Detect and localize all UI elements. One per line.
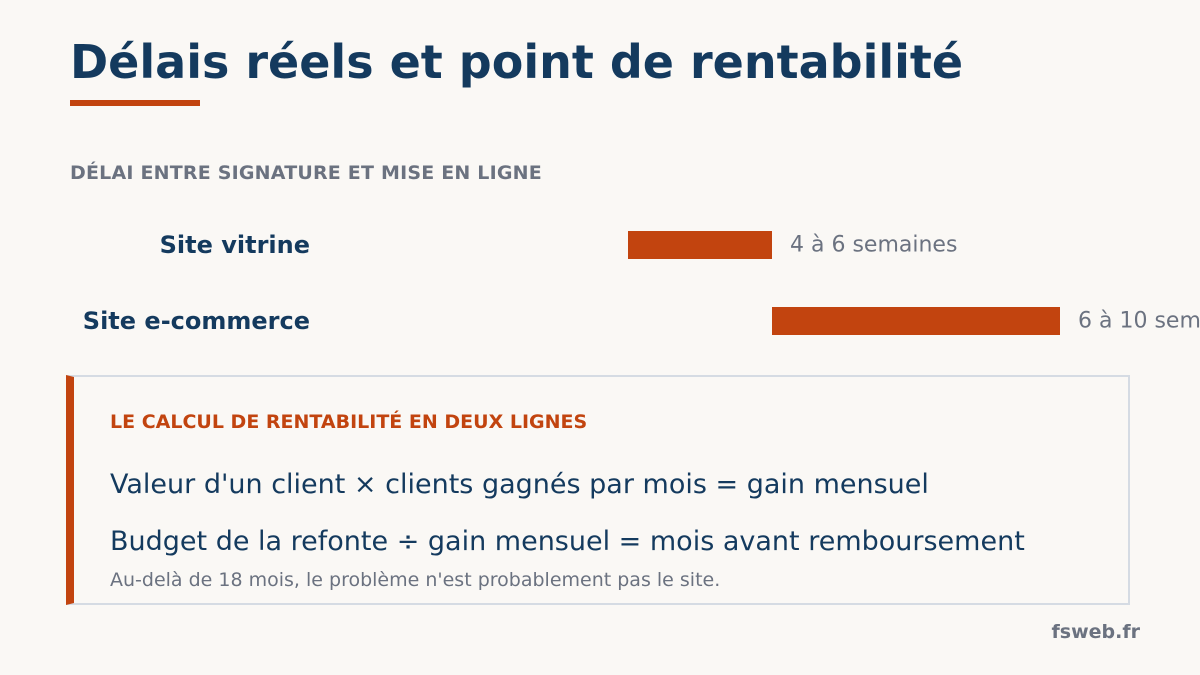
formula-monthly-gain: Valeur d'un client × clients gagnés par … [110,469,929,500]
range-bar [772,307,1060,335]
roi-callout: LE CALCUL DE RENTABILITÉ EN DEUX LIGNES … [66,375,1130,605]
chart-rows: Site vitrine 4 à 6 semaines Site e-commerc… [83,231,1200,335]
callout-note: Au-delà de 18 mois, le problème n'est pr… [110,569,721,591]
title-underline [70,100,200,106]
page-title: Délais réels et point de rentabilité [70,35,964,89]
category-label: Site vitrine [160,231,310,259]
range-bar [628,231,772,259]
category-label: Site e-commerce [83,307,310,335]
section-label: DÉLAI ENTRE SIGNATURE ET MISE EN LIGNE [70,162,542,184]
callout-label: LE CALCUL DE RENTABILITÉ EN DEUX LIGNES [110,411,588,433]
brand-label: fsweb.fr [1051,621,1140,643]
formula-payback: Budget de la refonte ÷ gain mensuel = mo… [110,526,1025,557]
bar-value-label: 4 à 6 semaines [790,233,957,258]
bar-value-label: 6 à 10 semaines [1078,309,1200,334]
